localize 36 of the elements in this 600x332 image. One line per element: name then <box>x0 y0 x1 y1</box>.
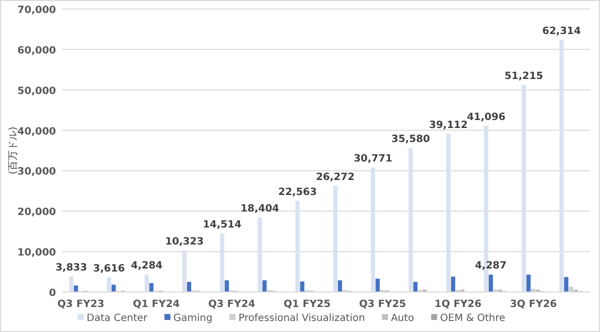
x-tick-label: Q3 FY23 <box>57 299 104 310</box>
x-tick-label: Q3 FY25 <box>359 299 406 310</box>
data-label: 4,284 <box>130 260 163 272</box>
data-label: 41,096 <box>466 112 506 123</box>
y-tick-label: 60,000 <box>17 45 56 56</box>
data-label: 3,616 <box>93 263 125 274</box>
x-tick-label: Q3 FY24 <box>208 299 256 310</box>
x-tick-label: Q1 FY24 <box>132 299 180 310</box>
data-label: 35,580 <box>391 134 430 146</box>
y-tick-label: 20,000 <box>17 207 56 218</box>
data-label: 10,323 <box>165 236 204 248</box>
legend-label: Auto <box>390 313 414 324</box>
y-tick-label: 0 <box>49 288 56 299</box>
y-tick-label: 40,000 <box>17 126 56 138</box>
data-label: 51,215 <box>504 70 544 82</box>
legend-label: Gaming <box>173 313 212 324</box>
y-tick-label: 70,000 <box>17 5 56 16</box>
x-tick-label: 3Q FY26 <box>510 299 557 310</box>
data-label: 62,314 <box>542 26 581 38</box>
data-label: 14,514 <box>202 219 242 230</box>
data-label: 3,833 <box>55 262 88 274</box>
legend-label: OEM & Othre <box>440 313 506 324</box>
y-axis-title: (百万ドル) <box>8 126 19 174</box>
x-tick-label: Q1 FY25 <box>284 299 331 310</box>
data-label: 26,272 <box>316 172 355 183</box>
legend-label: Professional Visualization <box>238 313 365 324</box>
data-label: 39,112 <box>429 120 468 131</box>
data-label: 30,771 <box>354 154 392 165</box>
y-tick-label: 30,000 <box>17 166 56 178</box>
data-label: 4,287 <box>474 260 507 272</box>
legend-label: Data Center <box>86 313 148 324</box>
data-label: 18,404 <box>240 204 280 215</box>
x-tick-label: 1Q FY26 <box>434 299 482 310</box>
data-label: 22,563 <box>278 186 317 198</box>
y-tick-label: 50,000 <box>17 86 56 97</box>
y-tick-label: 10,000 <box>17 248 56 259</box>
